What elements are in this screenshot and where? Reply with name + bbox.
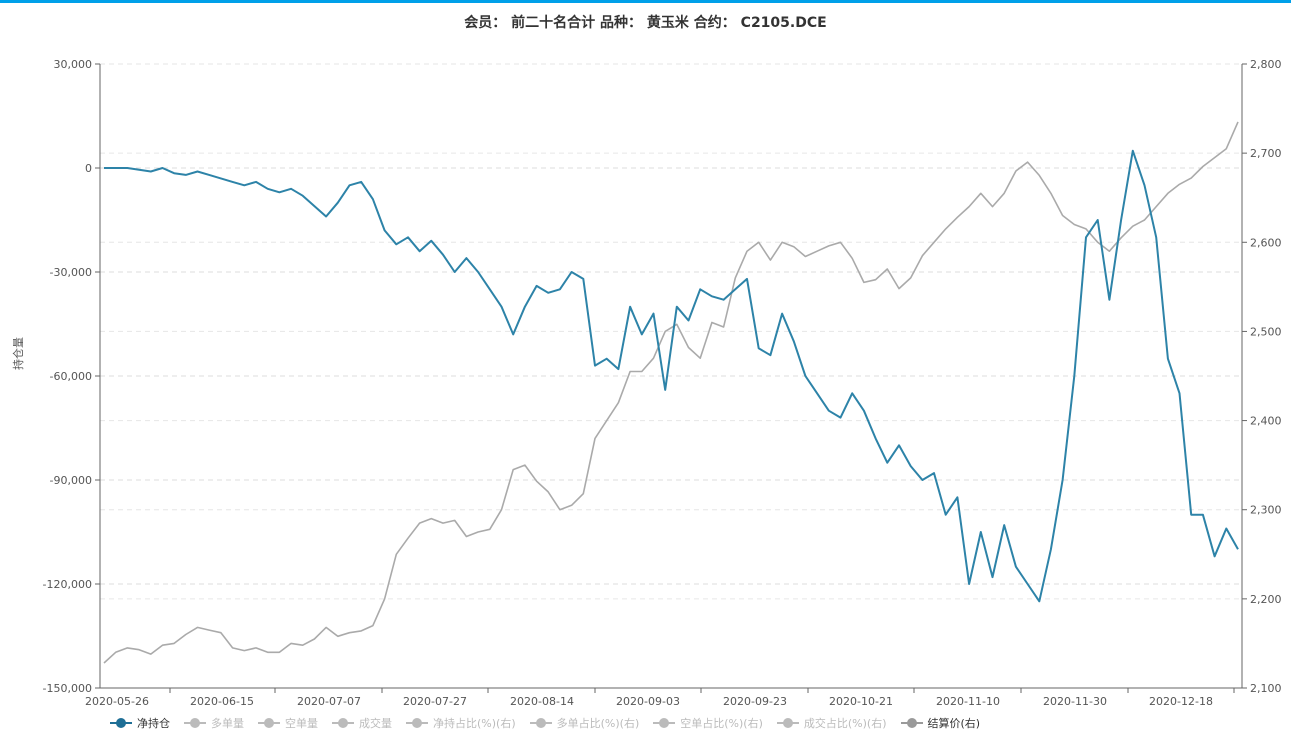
y-tick-label-left: -120,000 [43,578,92,591]
series-lines [103,121,1239,664]
legend-marker-icon [332,718,354,728]
legend-label: 成交量 [359,717,392,730]
legend-item[interactable]: 净持占比(%)(右) [406,715,516,731]
y-tick-label-right: 2,500 [1250,325,1282,338]
legend-label: 多单量 [211,717,244,730]
x-tick-label: 2020-09-23 [723,695,787,708]
y-tick-label-right: 2,600 [1250,236,1282,249]
series-line-settlement-price [103,121,1239,664]
legend-item[interactable]: 成交量 [332,715,392,731]
legend-marker-icon [110,718,132,728]
chart-title: 会员： 前二十名合计 品种： 黄玉米 合约： C2105.DCE [464,15,827,31]
legend-item[interactable]: 多单占比(%)(右) [529,715,640,731]
series-line-net-position [104,149,1239,603]
y-tick-label-right: 2,700 [1250,147,1282,160]
x-tick-label: 2020-12-18 [1149,695,1213,708]
x-tick-label: 2020-07-07 [297,695,361,708]
y-tick-label-right: 2,200 [1250,593,1282,606]
legend-label: 净持仓 [137,717,170,730]
x-tick-label: 2020-11-30 [1043,695,1107,708]
top-accent-bar [0,0,1291,3]
legend-label: 成交占比(%)(右) [803,717,887,730]
legend-item[interactable]: 空单量 [258,715,318,731]
y-tick-label-left: 0 [85,162,92,175]
x-tick-label: 2020-10-21 [829,695,893,708]
tick-labels: 30,000 0 -30,000 -60,000 -90,000 -120,000 -150… [43,58,1282,708]
legend-marker-icon [406,718,428,728]
y-tick-label-left: 30,000 [54,58,93,71]
legend-marker-icon [184,718,206,728]
y-tick-label-left: -60,000 [50,370,92,383]
legend-label: 多单占比(%)(右) [556,717,640,730]
y-tick-label-left: -150,000 [43,682,92,695]
y-tick-label-left: -90,000 [50,474,92,487]
x-tick-label: 2020-11-10 [936,695,1000,708]
legend-item[interactable]: 多单量 [184,715,244,731]
axes [95,63,1247,693]
legend-item[interactable]: 成交占比(%)(右) [776,715,887,731]
legend-label: 空单量 [285,717,318,730]
legend: 净持仓 多单量 空单量 成交量 净持占比(%)(右) 多单占比(%)(右) 空单占比(%)(… [110,714,1260,732]
x-tick-label: 2020-07-27 [403,695,467,708]
legend-label: 空单占比(%)(右) [680,717,763,730]
legend-label: 结算价(右) [927,717,981,730]
legend-label: 净持占比(%)(右) [433,717,516,730]
x-tick-label: 2020-06-15 [190,695,254,708]
legend-item[interactable]: 净持仓 [110,715,170,731]
legend-marker-icon [653,718,676,728]
legend-item[interactable]: 结算价(右) [900,715,981,731]
y-tick-label-left: -30,000 [50,266,92,279]
y-tick-label-right: 2,100 [1250,682,1282,695]
x-tick-label: 2020-09-03 [616,695,680,708]
legend-marker-icon [529,718,552,728]
y-tick-label-right: 2,300 [1250,504,1282,517]
x-tick-label: 2020-05-26 [85,695,149,708]
y-tick-label-right: 2,400 [1250,415,1282,428]
grid-lines [100,63,1242,689]
x-tick-label: 2020-08-14 [510,695,574,708]
y-tick-label-right: 2,800 [1250,58,1282,71]
legend-marker-icon [776,718,799,728]
legend-item[interactable]: 空单占比(%)(右) [653,715,763,731]
legend-marker-icon [900,718,923,728]
legend-marker-icon [258,718,280,728]
